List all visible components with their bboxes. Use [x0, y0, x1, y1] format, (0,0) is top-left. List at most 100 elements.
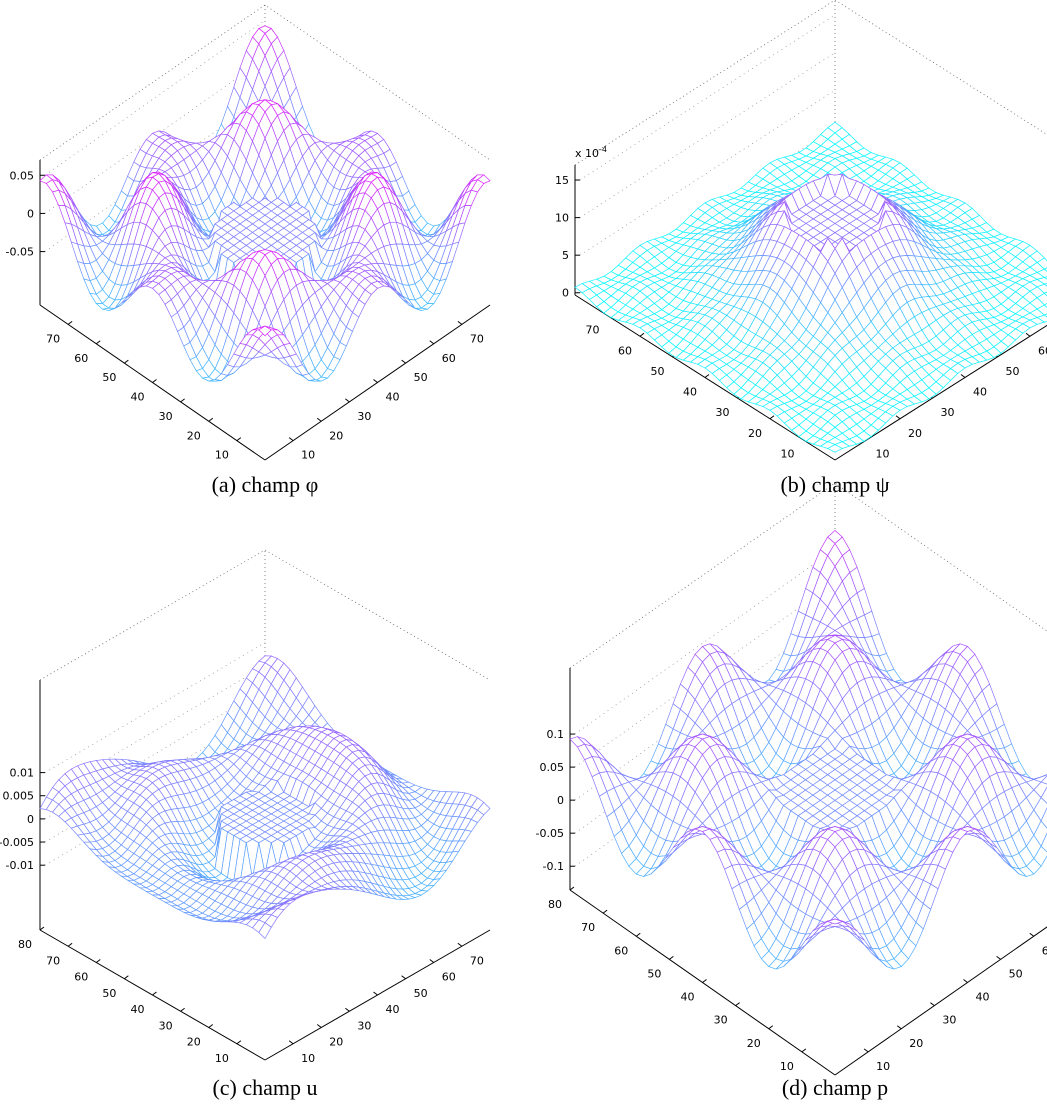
x-tick-label: 60 [74, 971, 88, 984]
y-tick [316, 417, 322, 422]
x-tick [702, 979, 707, 983]
x-tick [152, 379, 157, 383]
x-tick-label: 30 [159, 410, 173, 423]
y-tick [345, 398, 350, 403]
y-tick-label: 10 [301, 1052, 315, 1065]
z-tick-label: 0 [27, 207, 34, 220]
y-tick-label: 40 [973, 386, 987, 399]
x-tick-label: 10 [781, 447, 795, 460]
x-tick-label: 50 [647, 967, 661, 980]
y-tick [457, 320, 463, 325]
y-tick-label: 30 [942, 1014, 956, 1027]
z-tick-label: -0.1 [543, 860, 564, 873]
x-tick [768, 1025, 774, 1030]
y-tick [457, 942, 463, 947]
mesh-cell [258, 325, 272, 337]
x-tick [769, 415, 775, 420]
x-tick [180, 1007, 185, 1012]
box-edge [574, 0, 1047, 166]
y-tick-label: 20 [329, 429, 343, 442]
z-tick-label: 0.01 [10, 767, 35, 780]
x-tick-label: 60 [618, 344, 632, 357]
x-tick-label: 30 [714, 1014, 728, 1027]
x-tick-label: 10 [780, 1060, 794, 1073]
y-tick-label: 50 [1009, 967, 1023, 980]
grid-line [579, 89, 836, 256]
y-tick [1025, 332, 1031, 337]
y-tick [429, 340, 435, 345]
x-tick-label: 40 [131, 1003, 145, 1016]
z-scale: x 10-4 [575, 145, 607, 160]
z-tick-label: -0.05 [6, 246, 34, 259]
x-tick [67, 320, 73, 325]
grid-line [579, 52, 836, 218]
y-tick [288, 437, 294, 442]
mesh [569, 530, 1047, 970]
y-tick-label: 10 [876, 447, 890, 460]
y-tick [288, 1040, 294, 1045]
x-tick-label: 50 [651, 365, 665, 378]
x-tick [39, 926, 45, 931]
x-tick [67, 942, 73, 947]
caption: (c) champ u [212, 1075, 317, 1100]
z-tick-label: -0.01 [6, 859, 34, 872]
x-tick-label: 30 [716, 406, 730, 419]
x-tick [152, 991, 157, 996]
y-tick-label: 50 [1006, 365, 1020, 378]
x-tick-label: 70 [46, 954, 60, 967]
y-tick-label: 60 [1042, 944, 1047, 957]
x-tick [208, 417, 214, 422]
mesh [574, 121, 1047, 453]
y-tick-label: 30 [357, 1019, 371, 1032]
x-tick [236, 1040, 242, 1045]
x-tick-label: 20 [748, 427, 762, 440]
z-tick-label: 0 [27, 813, 34, 826]
z-tick-label: 15 [555, 174, 569, 187]
x-tick [639, 332, 645, 337]
x-tick [704, 374, 710, 378]
x-tick [236, 437, 242, 442]
y-tick [895, 415, 901, 420]
y-tick-label: 10 [301, 449, 315, 462]
y-tick [401, 975, 406, 980]
y-tick-label: 20 [909, 1037, 923, 1050]
y-tick-label: 60 [442, 352, 456, 365]
y-tick-label: 30 [357, 410, 371, 423]
x-tick-label: 20 [187, 1036, 201, 1049]
y-tick-label: 40 [386, 391, 400, 404]
x-tick [635, 932, 641, 937]
x-tick-label: 40 [683, 386, 697, 399]
y-tick-label: 20 [329, 1036, 343, 1049]
y-tick [401, 359, 406, 364]
z-tick-label: 0 [562, 287, 569, 300]
y-tick-label: 70 [470, 332, 484, 345]
grid-line [579, 14, 836, 181]
x-tick-label: 30 [159, 1019, 173, 1032]
mesh [39, 25, 491, 382]
x-tick [735, 1002, 740, 1007]
x-tick-label: 60 [614, 944, 628, 957]
y-tick [345, 1007, 350, 1012]
x-tick [124, 359, 129, 364]
x-tick-label: 60 [74, 352, 88, 365]
x-tick-label: 40 [681, 991, 695, 1004]
x-tick-label: 20 [187, 429, 201, 442]
y-tick [996, 955, 1001, 960]
y-tick [963, 979, 968, 983]
z-tick-label: 0.1 [547, 728, 565, 741]
x-tick-label: 50 [102, 987, 116, 1000]
y-tick-label: 30 [941, 406, 955, 419]
z-tick-label: 0.05 [540, 761, 565, 774]
y-tick [930, 1002, 935, 1007]
x-tick-label: 20 [747, 1037, 761, 1050]
x-tick [208, 1024, 214, 1028]
y-tick [896, 1025, 902, 1030]
y-tick-label: 60 [442, 971, 456, 984]
z-tick-label: 10 [555, 212, 569, 225]
y-tick [373, 379, 378, 383]
z-tick-label: -0.05 [536, 827, 564, 840]
